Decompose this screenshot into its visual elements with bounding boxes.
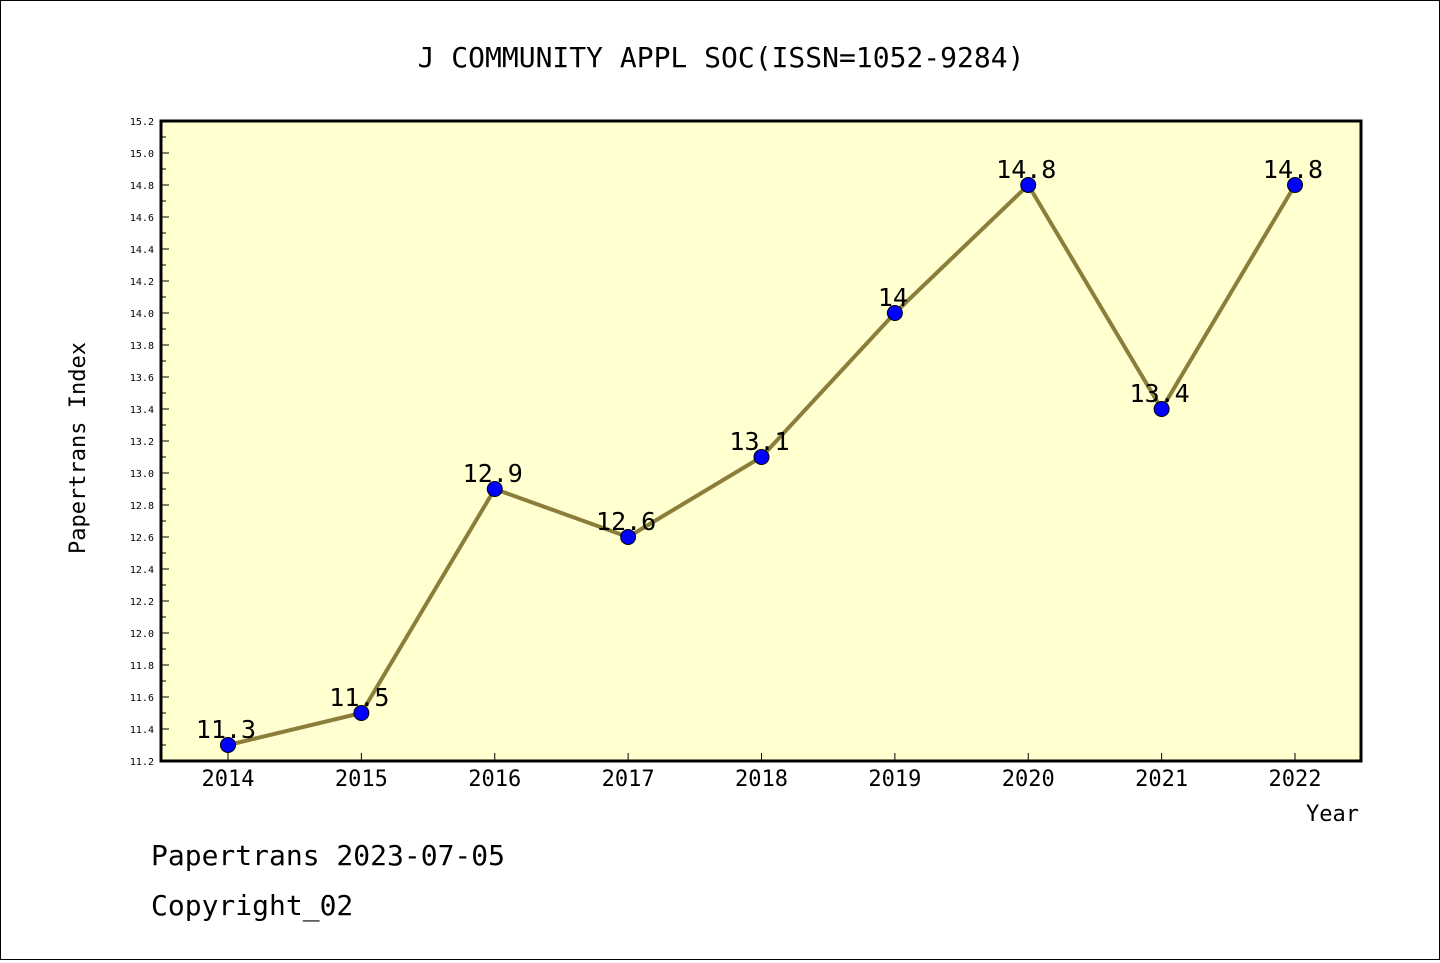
y-tick-label: 15.0: [130, 149, 154, 160]
data-point: [1020, 177, 1037, 193]
footer-copyright: Copyright_02: [151, 889, 353, 923]
data-point: [753, 449, 770, 465]
footer-date: Papertrans 2023-07-05: [151, 839, 505, 872]
y-tick-label: 15.2: [130, 117, 154, 128]
data-label: 11.5: [329, 683, 389, 712]
data-label: 12.6: [596, 507, 656, 536]
data-label: 14: [878, 283, 908, 312]
y-tick-label: 14.6: [130, 213, 154, 224]
y-axis-label: Papertrans Index: [66, 342, 91, 554]
x-tick-label: 2022: [1269, 767, 1322, 792]
data-labels: 11.3 11.5 12.9 12.6 13.1 14 14.8 13.4 14.8: [196, 155, 1323, 744]
y-tick-label: 13.2: [130, 437, 154, 448]
y-axis-ticks: 11.2 11.4 11.6 11.8 12.0 12.2 12.4 12.6 12.8 13.0…: [130, 117, 169, 768]
y-tick-label: 14.4: [130, 245, 154, 256]
x-axis-ticks: 2014 2015 2016 2017 2018 2019 2020 2021 2022: [202, 753, 1322, 792]
x-tick-label: 2018: [735, 767, 788, 792]
y-tick-label: 13.4: [130, 405, 154, 416]
x-tick-label: 2021: [1135, 767, 1188, 792]
y-tick-label: 12.8: [130, 501, 154, 512]
data-label: 12.9: [463, 459, 523, 488]
y-tick-label: 11.8: [130, 661, 154, 672]
y-tick-label: 11.4: [130, 725, 154, 736]
y-tick-label: 14.8: [130, 181, 154, 192]
data-point: [220, 737, 236, 753]
x-axis-label: Year: [1306, 802, 1359, 827]
y-tick-label: 12.2: [130, 597, 154, 608]
data-point: [1287, 177, 1303, 193]
y-tick-label: 12.4: [130, 565, 154, 576]
data-label: 14.8: [996, 155, 1056, 184]
data-point: [620, 529, 637, 545]
x-tick-label: 2019: [868, 767, 921, 792]
data-point: [1153, 401, 1170, 417]
y-tick-label: 14.0: [130, 309, 154, 320]
y-tick-label: 11.6: [130, 693, 154, 704]
x-tick-label: 2020: [1002, 767, 1055, 792]
data-label: 13.1: [729, 427, 789, 456]
data-markers: [220, 177, 1303, 753]
y-tick-label: 11.2: [130, 757, 154, 768]
y-tick-label: 14.2: [130, 277, 154, 288]
data-label: 14.8: [1263, 155, 1323, 184]
data-point: [353, 705, 370, 721]
x-tick-label: 2015: [335, 767, 388, 792]
y-tick-label: 12.0: [130, 629, 154, 640]
x-tick-label: 2016: [468, 767, 521, 792]
chart-title: J COMMUNITY APPL SOC(ISSN=1052-9284): [418, 41, 1025, 74]
y-tick-label: 12.6: [130, 533, 154, 544]
plot-area: [159, 119, 1363, 763]
data-point: [886, 305, 903, 321]
x-tick-label: 2017: [602, 767, 655, 792]
data-point: [486, 481, 503, 497]
data-label: 13.4: [1130, 379, 1190, 408]
y-tick-label: 13.8: [130, 341, 154, 352]
y-tick-label: 13.6: [130, 373, 154, 384]
x-tick-label: 2014: [202, 767, 255, 792]
y-tick-label: 13.0: [130, 469, 154, 480]
data-label: 11.3: [196, 715, 256, 744]
